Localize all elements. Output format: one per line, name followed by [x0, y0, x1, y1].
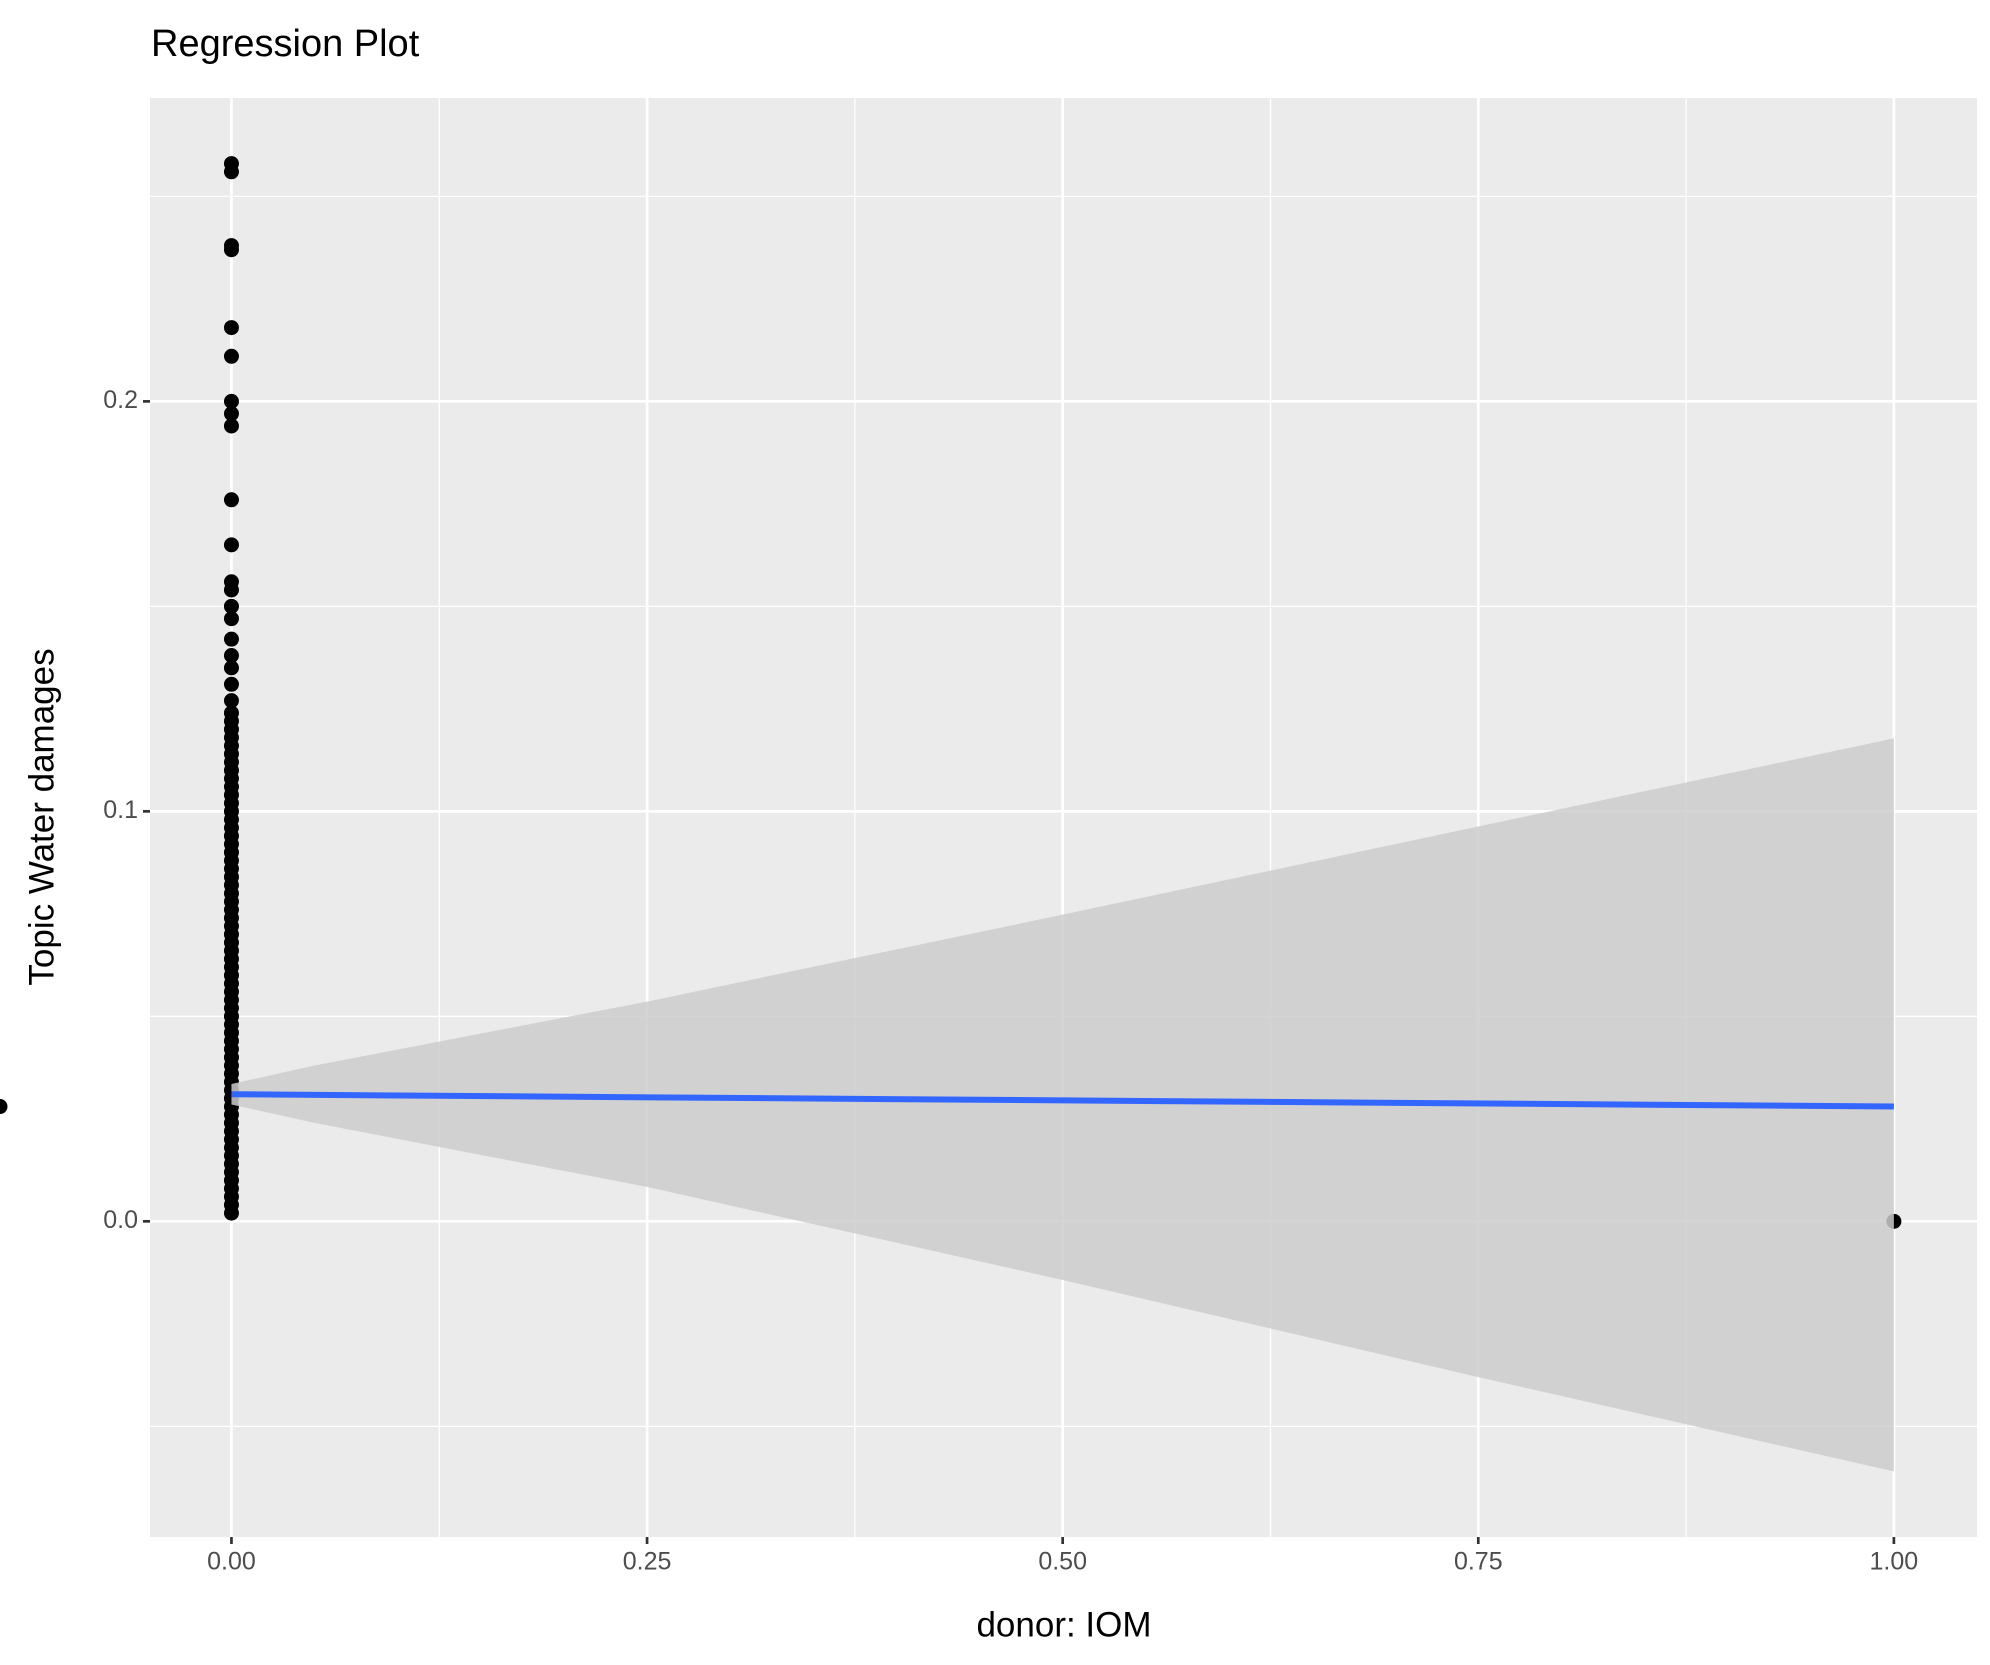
data-point	[223, 660, 239, 676]
data-point	[223, 537, 239, 553]
data-point	[223, 242, 239, 258]
y-tick-label: 0.1	[103, 796, 138, 824]
x-tick-label: 0.50	[1038, 1548, 1087, 1576]
data-point	[223, 320, 239, 336]
y-tick-label: 0.2	[103, 386, 138, 414]
data-point	[223, 164, 239, 180]
data-point	[223, 406, 239, 422]
y-tick-label: 0.0	[103, 1206, 138, 1234]
data-point	[223, 1205, 239, 1221]
data-point	[223, 676, 239, 692]
data-point	[0, 1099, 8, 1115]
data-point	[223, 648, 239, 664]
x-tick-label: 0.25	[623, 1548, 672, 1576]
data-point	[223, 348, 239, 364]
regression-line	[231, 1091, 1894, 1110]
chart-title: Regression Plot	[151, 23, 420, 65]
data-point	[223, 393, 239, 409]
data-point	[223, 418, 239, 434]
x-tick-label: 0.00	[207, 1548, 256, 1576]
x-tick-label: 1.00	[1870, 1548, 1919, 1576]
data-point	[223, 582, 239, 598]
data-point	[223, 492, 239, 508]
data-point	[223, 631, 239, 647]
confidence-band	[231, 738, 1894, 1472]
data-point	[223, 611, 239, 627]
data-point	[223, 598, 239, 614]
x-axis-title: donor: IOM	[976, 1605, 1151, 1644]
data-point	[223, 693, 239, 709]
y-axis-title: Topic Water damages	[22, 648, 61, 985]
x-tick-label: 0.75	[1454, 1548, 1503, 1576]
